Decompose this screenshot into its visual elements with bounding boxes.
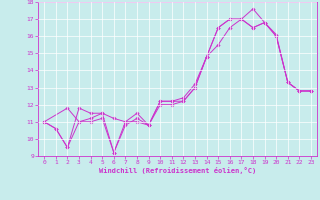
X-axis label: Windchill (Refroidissement éolien,°C): Windchill (Refroidissement éolien,°C): [99, 167, 256, 174]
